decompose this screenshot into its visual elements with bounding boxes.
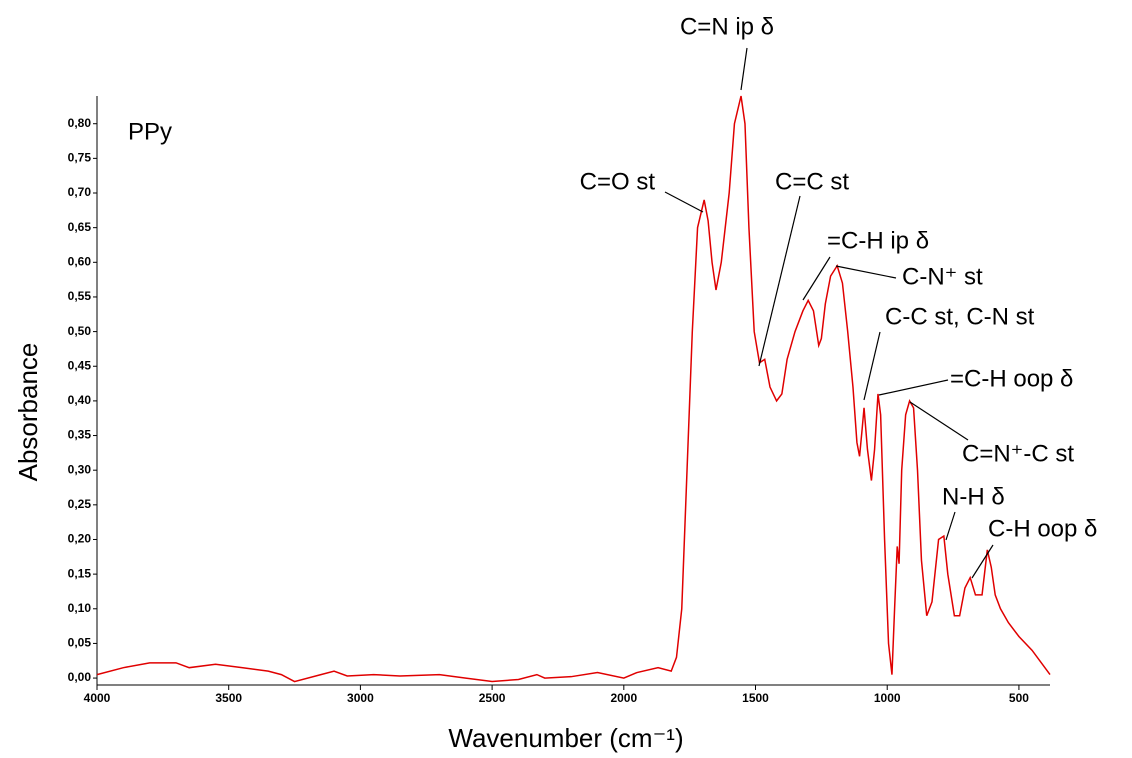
y-tick-label: 0,80 <box>68 116 92 130</box>
x-tick-label: 1000 <box>874 691 901 705</box>
y-tick-label: 0,50 <box>68 324 92 338</box>
annotation-leader <box>740 47 748 91</box>
spectrum-line <box>96 95 1051 683</box>
annotation: =C-H oop δ <box>950 365 1073 392</box>
y-tick-label: 0,45 <box>68 358 92 372</box>
y-tick-label: 0,60 <box>68 254 92 268</box>
x-axis-title: Wavenumber (cm⁻¹) <box>448 723 683 753</box>
y-tick-label: 0,35 <box>68 428 92 442</box>
y-tick-label: 0,25 <box>68 497 92 511</box>
y-tick-label: 0,20 <box>68 532 92 546</box>
annotation: C-N⁺ st <box>902 263 983 290</box>
y-tick-label: 0,55 <box>68 289 92 303</box>
y-tick-label: 0,05 <box>68 636 92 650</box>
y-tick-label: 0,75 <box>68 151 92 165</box>
annotation: N-H δ <box>942 483 1005 510</box>
y-tick-label: 0,30 <box>68 462 92 476</box>
annotation-leader <box>758 195 801 367</box>
annotation: C=N ip δ <box>680 13 774 40</box>
series-label: PPy <box>128 118 172 145</box>
x-tick-label: 4000 <box>84 691 111 705</box>
annotation-leader <box>909 401 969 441</box>
annotation-leader <box>863 331 881 401</box>
x-tick-label: 1500 <box>742 691 769 705</box>
y-tick-label: 0,00 <box>68 670 92 684</box>
x-tick-label: 500 <box>1009 691 1029 705</box>
annotation-leader <box>664 191 704 213</box>
y-tick-label: 0,40 <box>68 393 92 407</box>
annotation: C=N⁺-C st <box>962 440 1074 467</box>
annotation-leader <box>835 265 897 279</box>
x-tick-label: 2500 <box>479 691 506 705</box>
annotation-leader <box>945 511 956 541</box>
x-tick-label: 2000 <box>610 691 637 705</box>
x-tick-label: 3000 <box>347 691 374 705</box>
annotation: C=O st <box>580 168 656 195</box>
annotation: C-H oop δ <box>988 515 1097 542</box>
annotation: C-C st, C-N st <box>885 303 1035 330</box>
annotation-leader <box>878 379 949 396</box>
x-tick-label: 3500 <box>215 691 242 705</box>
y-tick-label: 0,10 <box>68 601 92 615</box>
y-tick-label: 0,70 <box>68 185 92 199</box>
annotation-leader <box>971 544 994 579</box>
annotation: =C-H ip δ <box>827 227 929 254</box>
y-tick-label: 0,15 <box>68 566 92 580</box>
y-tick-label: 0,65 <box>68 220 92 234</box>
y-axis-title: Absorbance <box>13 343 43 482</box>
annotation: C=C st <box>775 168 849 195</box>
annotation-leader <box>802 256 831 301</box>
